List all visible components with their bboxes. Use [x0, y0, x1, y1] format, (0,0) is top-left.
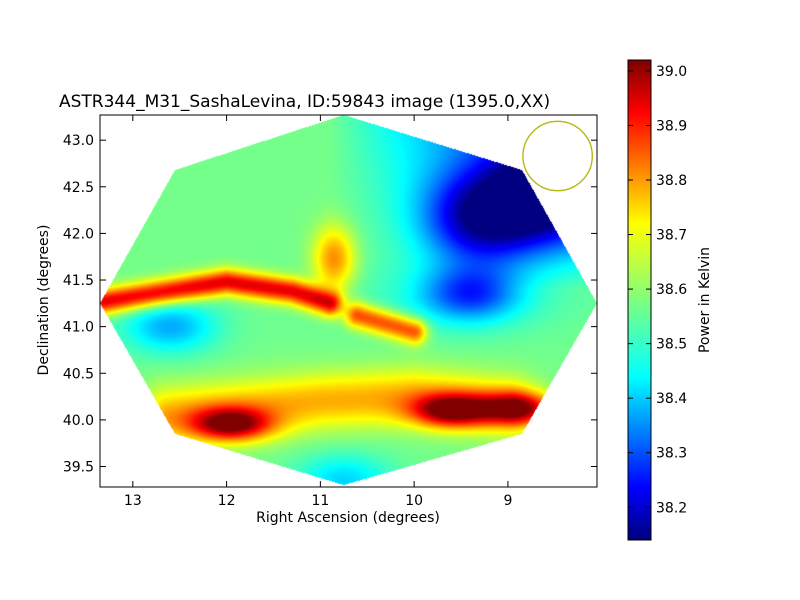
y-tick-label: 42.5	[63, 180, 94, 196]
colorbar-tick-label: 38.6	[656, 282, 687, 298]
y-tick-label: 39.5	[63, 459, 94, 475]
colorbar-tick-label: 38.8	[656, 173, 687, 189]
colorbar-tick-label: 38.7	[656, 228, 687, 244]
colorbar-tick-label: 38.4	[656, 391, 687, 407]
x-tick-label: 11	[311, 493, 329, 509]
y-axis-label: Declination (degrees)	[36, 225, 52, 376]
colorbar-label: Power in Kelvin	[697, 247, 713, 353]
beam-circle	[522, 120, 594, 192]
colorbar-tick-label: 38.2	[656, 500, 687, 516]
colorbar-tick-label: 39.0	[656, 64, 687, 80]
y-tick-label: 42.0	[63, 226, 94, 242]
colorbar-tick-label: 38.9	[656, 118, 687, 134]
y-tick-label: 41.0	[63, 320, 94, 336]
x-tick-label: 9	[503, 493, 512, 509]
y-tick-label: 43.0	[63, 133, 94, 149]
heatmap-image	[100, 115, 597, 487]
x-tick-label: 12	[218, 493, 236, 509]
colorbar-tick-label: 38.5	[656, 337, 687, 353]
plot-area	[100, 115, 597, 487]
y-tick-label: 41.5	[63, 273, 94, 289]
plot-frame	[99, 114, 598, 488]
chart-title: ASTR344_M31_SashaLevina, ID:59843 image …	[59, 92, 550, 112]
x-axis: 13 12 11 10 9	[124, 115, 512, 509]
colorbar	[627, 59, 652, 541]
y-axis: 39.5 40.0 40.5 41.0 41.5 42.0 42.5 43.0	[63, 133, 597, 475]
y-tick-label: 40.5	[63, 366, 94, 382]
colorbar-tick-label: 38.3	[656, 446, 687, 462]
colorbar-axis: 38.2 38.3 38.4 38.5 38.6 38.7 38.8 38.9 39.0	[628, 64, 687, 516]
y-tick-label: 40.0	[63, 413, 94, 429]
x-tick-label: 13	[124, 493, 142, 509]
x-tick-label: 10	[405, 493, 423, 509]
x-axis-label: Right Ascension (degrees)	[256, 510, 440, 526]
